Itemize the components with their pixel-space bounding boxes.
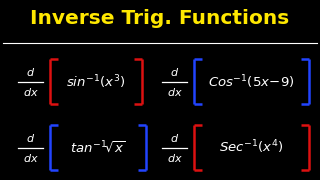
Text: $d$: $d$ (170, 66, 179, 78)
Text: $dx$: $dx$ (22, 86, 38, 98)
Text: $dx$: $dx$ (166, 152, 182, 163)
Text: $\mathit{tan}^{-1}\!\sqrt{x}$: $\mathit{tan}^{-1}\!\sqrt{x}$ (70, 140, 125, 155)
Text: $dx$: $dx$ (166, 86, 182, 98)
Text: Inverse Trig. Functions: Inverse Trig. Functions (30, 9, 290, 28)
Text: $\mathit{Sec}^{-1}(x^4)$: $\mathit{Sec}^{-1}(x^4)$ (219, 139, 283, 156)
Text: $d$: $d$ (170, 132, 179, 144)
Text: $\mathit{Cos}^{-1}(5x\!-\!9)$: $\mathit{Cos}^{-1}(5x\!-\!9)$ (208, 73, 294, 91)
Text: $dx$: $dx$ (22, 152, 38, 163)
Text: $d$: $d$ (26, 132, 35, 144)
Text: $\mathit{sin}^{-1}(x^3)$: $\mathit{sin}^{-1}(x^3)$ (66, 73, 126, 91)
Text: $d$: $d$ (26, 66, 35, 78)
